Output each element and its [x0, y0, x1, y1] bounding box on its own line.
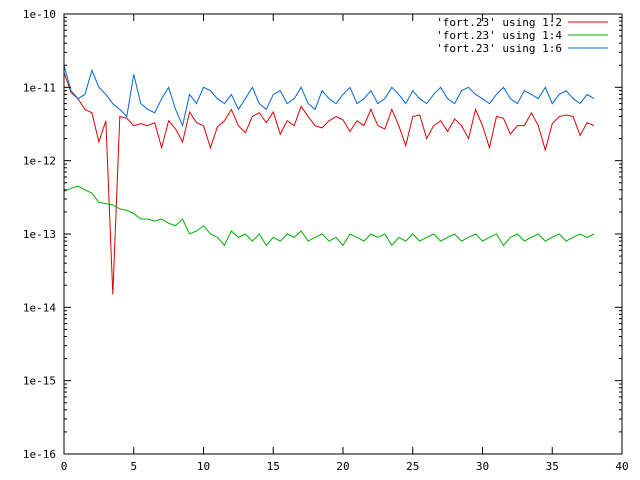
y-tick-label: 1e-12 [23, 155, 56, 168]
series-line-2 [63, 185, 595, 247]
y-tick-label: 1e-15 [23, 375, 56, 388]
x-tick-label: 40 [615, 460, 628, 473]
x-tick-label: 10 [197, 460, 210, 473]
x-tick-label: 30 [476, 460, 489, 473]
x-tick-label: 35 [546, 460, 559, 473]
x-tick-label: 0 [61, 460, 68, 473]
series-line-1 [63, 72, 595, 295]
series-layer [63, 65, 595, 295]
y-tick-label: 1e-10 [23, 8, 56, 21]
y-tick-label: 1e-16 [23, 448, 56, 461]
legend-label-2: 'fort.23' using 1:4 [436, 29, 562, 42]
axes-layer: 0 5 10 15 20 25 30 35 40 1e-10 1e-11 1e-12 1e-13 1e-1… [23, 8, 629, 473]
y-tick-label: 1e-13 [23, 228, 56, 241]
x-tick-label: 15 [267, 460, 280, 473]
x-tick-label: 20 [336, 460, 349, 473]
y-tick-label: 1e-14 [23, 301, 56, 314]
x-tick-label: 5 [130, 460, 137, 473]
x-tick-label: 25 [406, 460, 419, 473]
series-line-3 [63, 65, 595, 128]
legend: 'fort.23' using 1:2'fort.23' using 1:4'f… [436, 16, 608, 55]
legend-label-3: 'fort.23' using 1:6 [436, 42, 562, 55]
legend-label-1: 'fort.23' using 1:2 [436, 16, 562, 29]
y-tick-label: 1e-11 [23, 81, 56, 94]
